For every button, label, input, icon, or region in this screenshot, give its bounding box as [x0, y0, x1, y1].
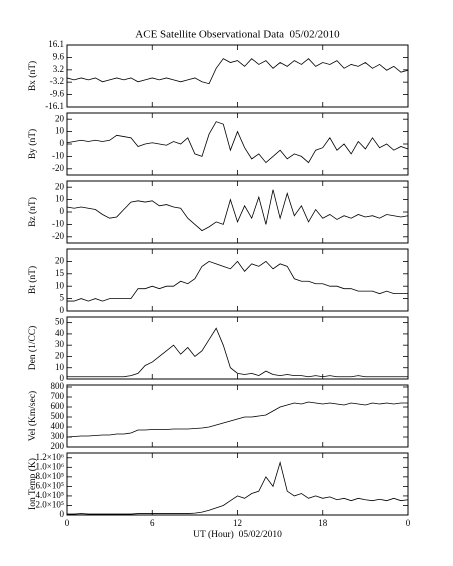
- y-tick-label: 9.6: [53, 52, 65, 62]
- y-tick-label: 2.0×10⁵: [36, 500, 64, 510]
- x-tick-label: 6: [150, 518, 155, 528]
- data-line: [66, 121, 409, 164]
- y-tick-label: 8.0×10⁵: [36, 471, 64, 481]
- y-tick-label: -9.6: [50, 89, 65, 99]
- y-tick-label: 30: [55, 339, 65, 349]
- y-tick-label: -20: [52, 163, 64, 173]
- y-tick-label: 1.2×10⁶: [36, 452, 64, 462]
- x-tick-label: 18: [318, 518, 328, 528]
- data-line: [66, 189, 409, 232]
- y-tick-label: 20: [55, 113, 65, 123]
- y-tick-label: 50: [55, 317, 65, 327]
- y-tick-label: 6.0×10⁵: [36, 480, 64, 490]
- y-tick-label: 800: [51, 381, 65, 391]
- y-tick-label: 5: [60, 293, 65, 303]
- y-tick-label: 20: [55, 351, 65, 361]
- y-tick-label: -3.2: [50, 76, 64, 86]
- y-tick-label: 10: [55, 280, 65, 290]
- y-axis-label: Bt (nT): [27, 266, 38, 294]
- y-tick-label: 4.0×10⁵: [36, 490, 64, 500]
- y-tick-label: 1.0×10⁶: [36, 461, 64, 471]
- x-tick-label: 12: [233, 518, 242, 528]
- y-tick-label: -16.1: [45, 101, 64, 111]
- data-line: [67, 260, 408, 302]
- y-tick-label: 40: [55, 328, 65, 338]
- y-tick-label: 3.2: [53, 64, 64, 74]
- data-line: [66, 58, 409, 85]
- y-tick-label: 20: [55, 255, 65, 265]
- y-tick-label: 0: [60, 509, 65, 519]
- y-tick-label: 500: [51, 411, 65, 421]
- chart-title: ACE Satellite Observational Data 05/02/2…: [135, 29, 340, 41]
- data-line: [67, 327, 408, 378]
- y-tick-label: 300: [51, 431, 65, 441]
- y-axis-label: Bz (nT): [27, 197, 38, 227]
- y-axis-label: Bx (nT): [27, 61, 38, 91]
- y-tick-label: 400: [51, 421, 65, 431]
- y-tick-label: 10: [55, 126, 65, 136]
- y-tick-label: 10: [55, 194, 65, 204]
- y-tick-label: -10: [52, 218, 64, 228]
- y-tick-label: 200: [51, 441, 65, 451]
- y-tick-label: -10: [52, 150, 64, 160]
- y-axis-label: By (nT): [27, 129, 38, 159]
- y-tick-label: 0: [60, 138, 65, 148]
- y-tick-label: -20: [52, 231, 64, 241]
- x-axis-label: UT (Hour) 05/02/2010: [193, 529, 282, 540]
- y-tick-label: 0: [60, 373, 65, 383]
- y-tick-label: 16.1: [48, 39, 64, 49]
- y-tick-label: 600: [51, 401, 65, 411]
- y-tick-label: 15: [55, 268, 65, 278]
- x-tick-label: 0: [406, 518, 411, 528]
- y-tick-label: 0: [60, 206, 65, 216]
- x-tick-label: 0: [65, 518, 70, 528]
- y-tick-label: 20: [55, 181, 65, 191]
- y-axis-label: Vel (Km/sec): [27, 391, 38, 441]
- y-axis-label: Ion Temp (K): [27, 458, 38, 510]
- y-tick-label: 10: [55, 362, 65, 372]
- y-tick-label: 700: [51, 391, 65, 401]
- y-tick-label: 0: [60, 305, 65, 315]
- data-line: [66, 401, 408, 438]
- y-axis-label: Den (1/CC): [27, 326, 38, 371]
- data-line: [67, 461, 409, 515]
